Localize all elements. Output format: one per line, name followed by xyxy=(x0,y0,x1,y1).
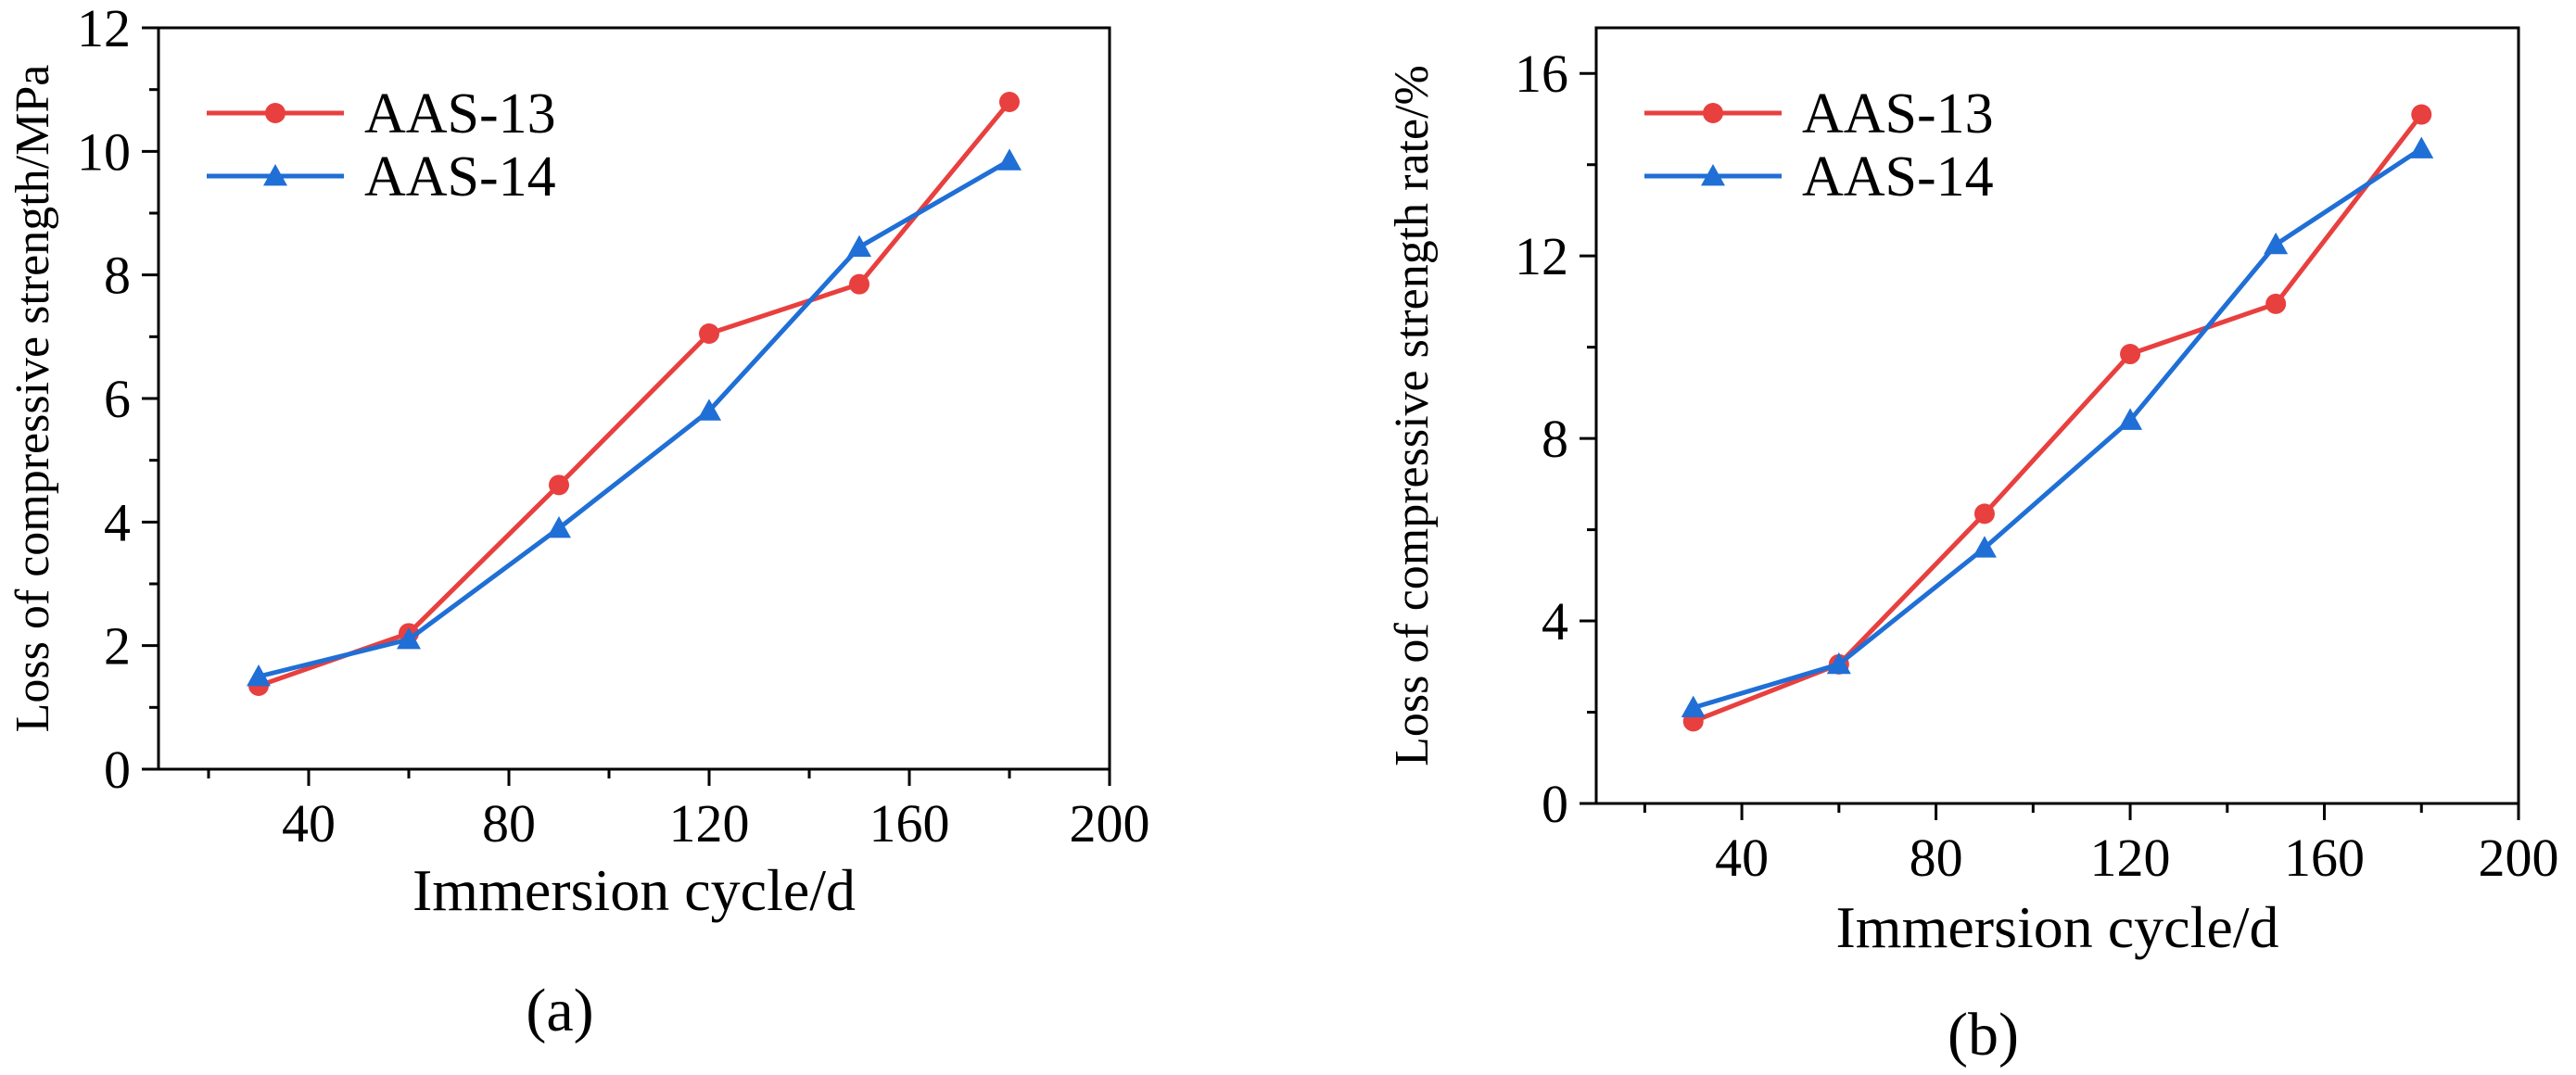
y-tick-label: 16 xyxy=(1515,44,1568,104)
x-tick-label: 200 xyxy=(2479,828,2559,888)
data-point xyxy=(2120,344,2141,365)
panel-label: (b) xyxy=(1948,1001,2019,1069)
x-tick-label: 40 xyxy=(1715,828,1769,888)
data-point xyxy=(2411,104,2432,125)
data-point xyxy=(547,516,571,538)
y-tick-label: 8 xyxy=(1542,409,1568,469)
y-tick-label: 0 xyxy=(1542,774,1568,834)
data-point xyxy=(2118,408,2143,430)
series-line-aas-13 xyxy=(258,100,1011,689)
data-point xyxy=(549,474,569,496)
panel-label: (a) xyxy=(526,977,593,1044)
data-point xyxy=(2264,232,2289,255)
data-point xyxy=(697,398,721,421)
y-axis-title: Loss of compressive strength/MPa xyxy=(6,65,59,733)
x-tick-label: 160 xyxy=(869,793,950,854)
x-tick-label: 120 xyxy=(2090,828,2171,888)
x-tick-label: 80 xyxy=(1910,828,1963,888)
series-line-aas-14 xyxy=(258,158,1011,679)
y-tick-label: 12 xyxy=(77,0,131,58)
legend-label: AAS-14 xyxy=(364,145,556,209)
legend-marker xyxy=(263,164,287,186)
x-tick-label: 200 xyxy=(1070,793,1150,854)
data-point xyxy=(2265,293,2287,314)
x-axis-title: Immersion cycle/d xyxy=(412,857,856,923)
y-tick-label: 4 xyxy=(104,492,131,552)
y-tick-label: 12 xyxy=(1515,226,1568,286)
y-tick-label: 8 xyxy=(104,246,131,306)
data-point xyxy=(999,92,1020,112)
data-point xyxy=(1826,651,1851,675)
data-point xyxy=(1681,695,1706,718)
data-point xyxy=(1973,503,1995,525)
legend-marker xyxy=(1703,103,1723,123)
data-point xyxy=(849,273,869,295)
y-tick-label: 2 xyxy=(104,616,131,677)
y-tick-label: 6 xyxy=(104,369,131,429)
legend-label: AAS-14 xyxy=(1802,145,1994,209)
x-tick-label: 160 xyxy=(2284,828,2365,888)
data-point xyxy=(397,627,421,650)
plot-frame xyxy=(157,26,1111,771)
data-point xyxy=(699,323,719,344)
data-point xyxy=(847,234,871,258)
chart-panel-b: 40 80 120 160 200 0 4 8 12 16 Immersion cycle/d Los… xyxy=(1386,26,2559,1069)
x-tick-label: 80 xyxy=(482,793,536,854)
legend-label: AAS-13 xyxy=(364,82,556,145)
x-axis-title: Immersion cycle/d xyxy=(1835,894,2278,960)
data-point xyxy=(247,664,271,687)
y-tick-label: 4 xyxy=(1542,591,1568,651)
legend-label: AAS-13 xyxy=(1802,82,1994,145)
y-tick-label: 0 xyxy=(104,740,131,800)
x-tick-label: 40 xyxy=(282,793,336,854)
legend-marker xyxy=(1701,164,1725,186)
chart-panel-a: 40 80 120 160 200 0 2 4 6 8 10 12 Immersion cycle/d L… xyxy=(6,0,1150,1044)
legend-marker xyxy=(265,103,286,123)
data-point xyxy=(1972,536,1997,558)
series-line-aas-14 xyxy=(1693,146,2423,711)
data-point xyxy=(2409,136,2434,158)
y-axis-title: Loss of compressive strength rate/% xyxy=(1386,65,1439,766)
y-tick-label: 10 xyxy=(77,121,131,182)
plot-frame xyxy=(1594,26,2520,805)
x-tick-label: 120 xyxy=(669,793,750,854)
data-point xyxy=(997,148,1022,171)
